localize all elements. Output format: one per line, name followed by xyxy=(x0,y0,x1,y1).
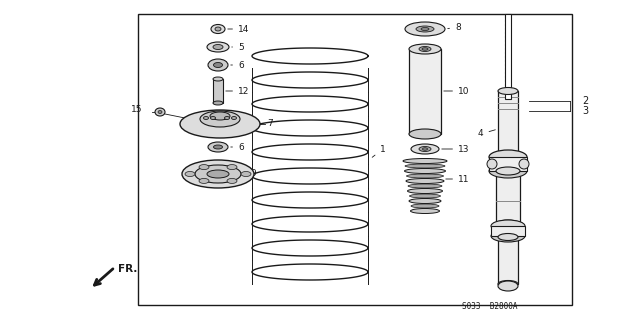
Ellipse shape xyxy=(207,42,229,52)
Ellipse shape xyxy=(215,27,221,31)
Bar xyxy=(489,157,527,171)
Ellipse shape xyxy=(227,178,237,183)
Text: 13: 13 xyxy=(442,145,470,153)
Ellipse shape xyxy=(498,280,518,287)
Bar xyxy=(213,79,223,103)
Ellipse shape xyxy=(208,142,228,152)
Bar xyxy=(491,226,525,236)
Ellipse shape xyxy=(225,116,230,120)
Ellipse shape xyxy=(227,165,237,170)
Text: 9: 9 xyxy=(250,169,256,179)
Ellipse shape xyxy=(200,111,240,127)
Ellipse shape xyxy=(411,204,439,208)
Text: 7: 7 xyxy=(260,120,273,129)
Bar xyxy=(505,14,511,99)
Bar xyxy=(498,237,518,284)
Ellipse shape xyxy=(404,168,445,174)
Text: 15: 15 xyxy=(131,106,142,115)
Ellipse shape xyxy=(416,26,434,32)
Ellipse shape xyxy=(409,44,441,54)
Text: 3: 3 xyxy=(582,106,588,116)
Ellipse shape xyxy=(411,144,439,154)
Ellipse shape xyxy=(211,116,216,120)
Ellipse shape xyxy=(519,159,529,169)
Ellipse shape xyxy=(419,146,431,152)
Text: 12: 12 xyxy=(226,86,250,95)
Ellipse shape xyxy=(408,189,442,194)
Ellipse shape xyxy=(496,220,520,228)
Ellipse shape xyxy=(406,179,444,183)
Bar xyxy=(409,49,441,134)
Ellipse shape xyxy=(419,47,431,51)
Ellipse shape xyxy=(213,77,223,81)
Ellipse shape xyxy=(406,174,444,178)
Text: 5: 5 xyxy=(232,42,244,51)
Ellipse shape xyxy=(405,22,445,36)
Ellipse shape xyxy=(213,101,223,105)
Bar xyxy=(496,171,520,224)
Ellipse shape xyxy=(408,184,442,188)
Text: 14: 14 xyxy=(228,25,250,33)
Ellipse shape xyxy=(422,48,428,50)
Ellipse shape xyxy=(491,230,525,242)
Ellipse shape xyxy=(210,112,230,120)
Ellipse shape xyxy=(204,116,209,120)
Ellipse shape xyxy=(421,27,429,31)
Ellipse shape xyxy=(213,44,223,49)
Text: 11: 11 xyxy=(446,174,470,183)
Ellipse shape xyxy=(409,129,441,139)
Ellipse shape xyxy=(422,148,428,150)
Ellipse shape xyxy=(158,110,162,114)
Ellipse shape xyxy=(409,198,441,204)
Ellipse shape xyxy=(211,25,225,33)
Ellipse shape xyxy=(199,178,209,183)
Ellipse shape xyxy=(214,145,223,149)
Ellipse shape xyxy=(180,110,260,138)
Ellipse shape xyxy=(489,150,527,164)
Ellipse shape xyxy=(496,167,520,175)
Ellipse shape xyxy=(491,220,525,232)
Ellipse shape xyxy=(185,172,195,176)
Ellipse shape xyxy=(208,59,228,71)
Bar xyxy=(138,14,572,305)
Ellipse shape xyxy=(207,170,229,178)
Text: 6: 6 xyxy=(231,61,244,70)
Ellipse shape xyxy=(498,281,518,291)
Ellipse shape xyxy=(232,116,237,120)
Text: 4: 4 xyxy=(478,130,495,138)
Text: 8: 8 xyxy=(448,23,461,32)
Ellipse shape xyxy=(498,87,518,94)
Ellipse shape xyxy=(241,172,251,176)
Ellipse shape xyxy=(489,164,527,178)
Ellipse shape xyxy=(214,63,223,68)
Text: 1: 1 xyxy=(372,145,386,157)
Bar xyxy=(498,91,518,157)
Text: FR.: FR. xyxy=(118,264,138,274)
Ellipse shape xyxy=(155,108,165,116)
Ellipse shape xyxy=(410,194,440,198)
Ellipse shape xyxy=(487,159,497,169)
Text: 6: 6 xyxy=(231,143,244,152)
Text: S033  B2800A: S033 B2800A xyxy=(462,302,518,311)
Ellipse shape xyxy=(182,160,254,188)
Text: 10: 10 xyxy=(444,86,470,95)
Ellipse shape xyxy=(199,165,209,170)
Ellipse shape xyxy=(405,164,445,168)
Text: 2: 2 xyxy=(582,96,588,106)
Ellipse shape xyxy=(403,159,447,164)
Ellipse shape xyxy=(498,153,518,160)
Ellipse shape xyxy=(195,165,241,183)
Ellipse shape xyxy=(410,209,440,213)
Ellipse shape xyxy=(498,234,518,241)
